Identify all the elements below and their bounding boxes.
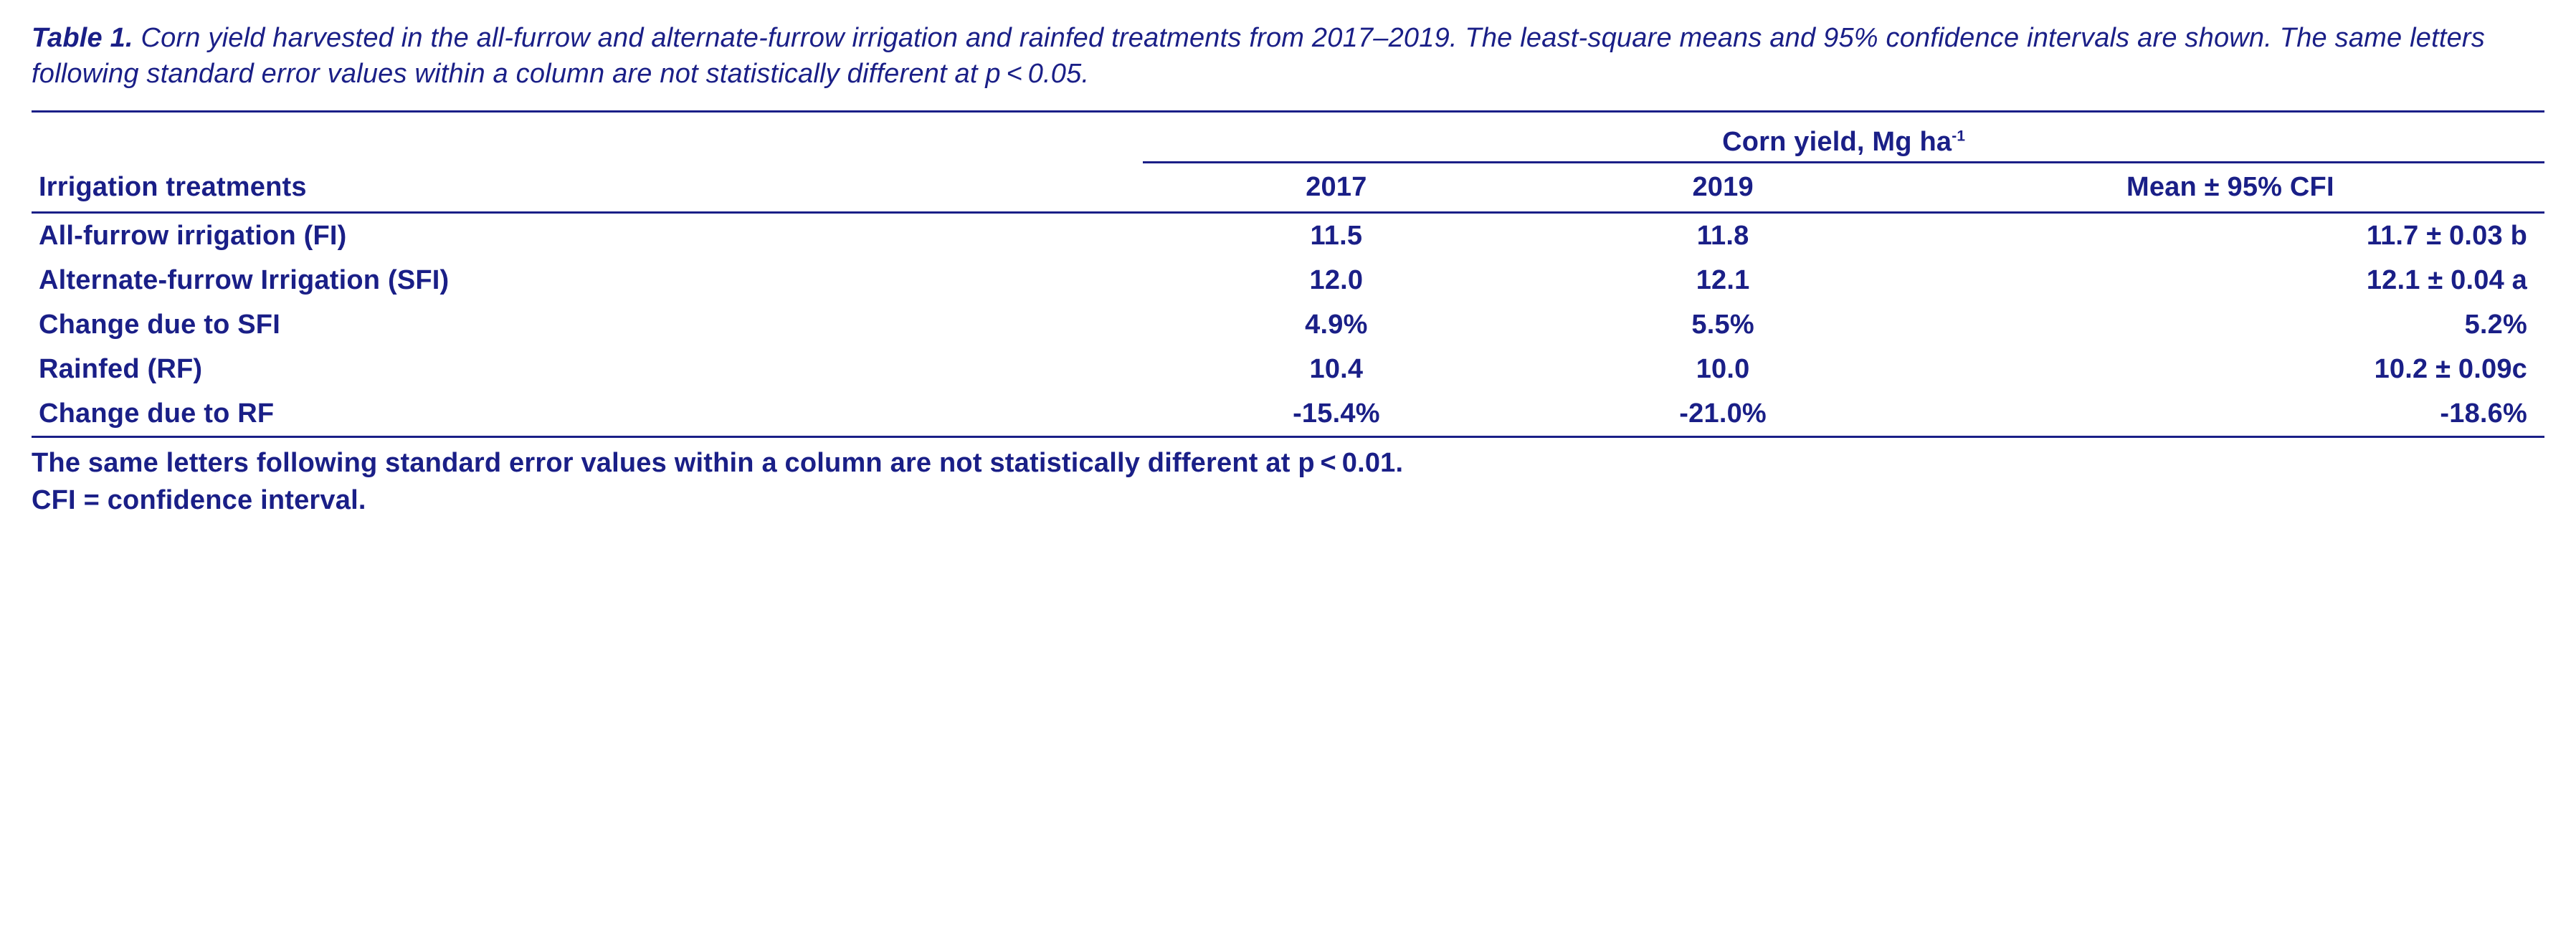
spanner-sup: -1 bbox=[1952, 128, 1965, 145]
table-footnote: The same letters following standard erro… bbox=[32, 445, 2544, 519]
spanner-prefix: Corn yield, Mg ha bbox=[1722, 127, 1952, 157]
cell-2017: 10.4 bbox=[1143, 347, 1529, 391]
yield-table: Corn yield, Mg ha-1 Irrigation treatment… bbox=[32, 110, 2544, 438]
cell-mean: -18.6% bbox=[1916, 391, 2544, 437]
spanner-label: Corn yield, Mg ha-1 bbox=[1143, 112, 2544, 163]
table-caption: Table 1. Corn yield harvested in the all… bbox=[32, 20, 2544, 92]
footnote-line1: The same letters following standard erro… bbox=[32, 448, 1298, 478]
cell-2017: 4.9% bbox=[1143, 302, 1529, 347]
caption-text: Corn yield harvested in the all-furrow a… bbox=[32, 23, 2485, 89]
cell-mean: 5.2% bbox=[1916, 302, 2544, 347]
table-row: Rainfed (RF) 10.4 10.0 10.2 ± 0.09c bbox=[32, 347, 2544, 391]
table-label: Table 1. bbox=[32, 23, 133, 53]
caption-p-value: p < 0.05. bbox=[985, 59, 1089, 89]
table-row: All-furrow irrigation (FI) 11.5 11.8 11.… bbox=[32, 212, 2544, 258]
col-header-2017: 2017 bbox=[1143, 163, 1529, 212]
col-header-2019: 2019 bbox=[1530, 163, 1916, 212]
spanner-spacer bbox=[32, 112, 1143, 163]
cell-2019: -21.0% bbox=[1530, 391, 1916, 437]
col-header-treatments: Irrigation treatments bbox=[32, 163, 1143, 212]
cell-mean: 10.2 ± 0.09c bbox=[1916, 347, 2544, 391]
table-row: Alternate-furrow Irrigation (SFI) 12.0 1… bbox=[32, 258, 2544, 302]
row-label: Change due to SFI bbox=[32, 302, 1143, 347]
row-label: Alternate-furrow Irrigation (SFI) bbox=[32, 258, 1143, 302]
footnote-line2: CFI = confidence interval. bbox=[32, 485, 366, 515]
cell-2019: 5.5% bbox=[1530, 302, 1916, 347]
col-header-mean: Mean ± 95% CFI bbox=[1916, 163, 2544, 212]
row-label: All-furrow irrigation (FI) bbox=[32, 212, 1143, 258]
row-label: Rainfed (RF) bbox=[32, 347, 1143, 391]
table-row: Change due to RF -15.4% -21.0% -18.6% bbox=[32, 391, 2544, 437]
row-label: Change due to RF bbox=[32, 391, 1143, 437]
cell-2019: 10.0 bbox=[1530, 347, 1916, 391]
footnote-p-value: p < 0.01. bbox=[1298, 448, 1403, 478]
column-header-row: Irrigation treatments 2017 2019 Mean ± 9… bbox=[32, 163, 2544, 212]
cell-2017: 12.0 bbox=[1143, 258, 1529, 302]
table-row: Change due to SFI 4.9% 5.5% 5.2% bbox=[32, 302, 2544, 347]
cell-mean: 12.1 ± 0.04 a bbox=[1916, 258, 2544, 302]
cell-2019: 11.8 bbox=[1530, 212, 1916, 258]
spanner-row: Corn yield, Mg ha-1 bbox=[32, 112, 2544, 163]
cell-2017: 11.5 bbox=[1143, 212, 1529, 258]
cell-mean: 11.7 ± 0.03 b bbox=[1916, 212, 2544, 258]
cell-2019: 12.1 bbox=[1530, 258, 1916, 302]
cell-2017: -15.4% bbox=[1143, 391, 1529, 437]
